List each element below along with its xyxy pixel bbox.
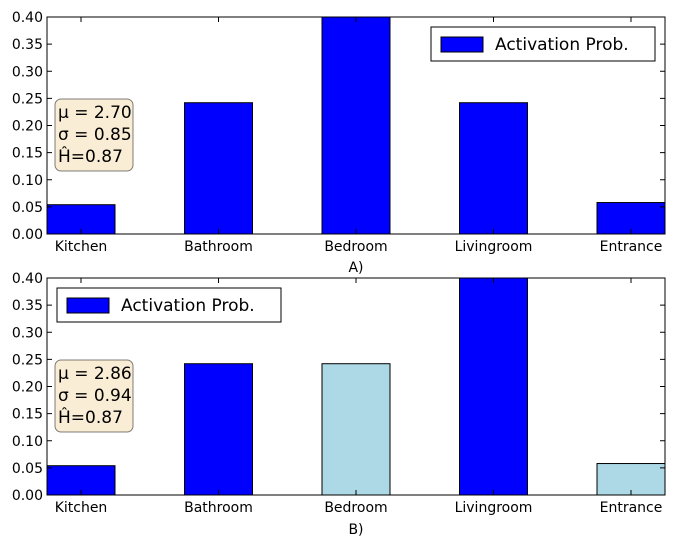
stats-box: μ = 2.70σ = 0.85Ĥ=0.87 [54,98,134,172]
y-tick-label: 0.20 [12,119,43,135]
y-tick-label: 0.25 [12,91,43,107]
bar-livingroom [459,102,528,235]
legend-swatch [440,36,484,53]
stats-box: μ = 2.86σ = 0.94Ĥ=0.87 [54,359,134,433]
legend-label: Activation Prob. [495,35,629,55]
stat-line: μ = 2.86 [58,364,132,384]
y-tick-label: 0.15 [12,146,43,162]
stat-line: Ĥ=0.87 [58,406,123,428]
y-tick-label: 0.05 [12,461,43,477]
x-tick-label-kitchen: Kitchen [55,239,108,255]
y-tick-label: 0.30 [12,64,43,80]
x-tick-label-livingroom: Livingroom [455,239,533,255]
y-tick-label: 0.35 [12,37,43,53]
y-tick-label: 0.05 [12,200,43,216]
stat-line: σ = 0.94 [58,386,132,406]
bar-entrance [596,202,666,235]
y-tick-label: 0.35 [12,298,43,314]
y-tick-label: 0.20 [12,380,43,396]
stats-box-bg [54,98,134,172]
bar-bathroom [184,102,253,235]
x-tick-label-bedroom: Bedroom [324,500,387,516]
bar-bedroom [321,363,391,496]
x-tick-label-entrance: Entrance [600,239,663,255]
chart-panel-b: 0.00 0.05 0.10 0.15 0.20 0.25 0.30 0.35 0.40 Kitc… [12,271,666,538]
bar-livingroom [459,277,528,496]
y-tick-label: 0.40 [12,10,43,26]
y-tick-label: 0.00 [12,488,43,504]
y-tick-label: 0.30 [12,325,43,341]
stats-box-bg [54,359,134,433]
legend-label: Activation Prob. [121,296,255,316]
x-axis-label: B) [348,522,363,538]
stat-line: σ = 0.85 [58,125,132,145]
chart-panel-a: 0.00 0.05 0.10 0.15 0.20 0.25 0.30 0.35 0.40 Kitc… [12,10,666,276]
y-tick-label: 0.10 [12,173,43,189]
legend-swatch [66,297,110,314]
y-tick-label: 0.25 [12,352,43,368]
x-tick-label-bedroom: Bedroom [324,239,387,255]
legend: Activation Prob. [430,26,656,62]
x-tick-label-livingroom: Livingroom [455,500,533,516]
y-tick-label: 0.10 [12,434,43,450]
x-tick-label-bathroom: Bathroom [184,500,253,516]
stat-line: μ = 2.70 [58,103,132,123]
stat-line: Ĥ=0.87 [58,145,123,167]
y-tick-label: 0.15 [12,407,43,423]
x-tick-label-bathroom: Bathroom [184,239,253,255]
y-tick-label: 0.40 [12,271,43,287]
bar-entrance [596,463,666,496]
y-tick-label: 0.00 [12,227,43,243]
x-axis-label: A) [348,260,363,276]
bar-bedroom [321,16,391,235]
legend: Activation Prob. [56,287,282,323]
bar-bathroom [184,363,253,496]
x-tick-label-kitchen: Kitchen [55,500,108,516]
x-tick-label-entrance: Entrance [600,500,663,516]
